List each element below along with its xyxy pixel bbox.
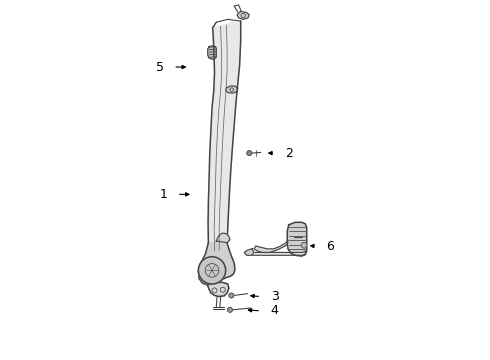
Circle shape (301, 242, 307, 248)
Polygon shape (287, 222, 307, 256)
Circle shape (198, 257, 225, 284)
Polygon shape (254, 240, 288, 252)
Circle shape (247, 150, 252, 156)
Polygon shape (237, 12, 249, 19)
Polygon shape (216, 233, 230, 243)
Circle shape (229, 293, 234, 298)
Polygon shape (207, 282, 229, 297)
Polygon shape (245, 249, 254, 255)
Text: 2: 2 (285, 147, 293, 159)
Polygon shape (225, 86, 238, 93)
Polygon shape (208, 21, 241, 244)
Polygon shape (198, 243, 235, 285)
Circle shape (227, 307, 232, 312)
Text: 4: 4 (271, 305, 279, 318)
Text: 3: 3 (271, 290, 279, 303)
Polygon shape (208, 45, 216, 59)
Polygon shape (251, 251, 305, 255)
Text: 1: 1 (159, 188, 167, 201)
Text: 6: 6 (326, 240, 334, 253)
Text: 5: 5 (156, 60, 164, 73)
